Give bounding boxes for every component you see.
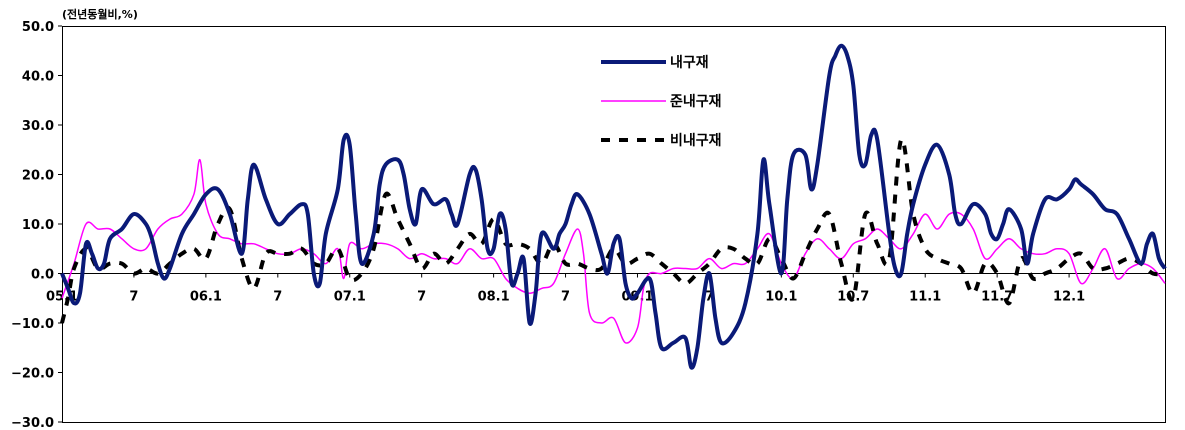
legend-label-3: 비내구재 [670, 133, 722, 149]
y-tick-label: 20.0 [22, 169, 54, 184]
y-axis-ticks: 50.0 40.0 30.0 20.0 10.0 0.0 −10.0 −20.0 −30.0 [11, 20, 62, 430]
x-tick-label: 10.7 [837, 290, 869, 305]
y-tick-label: −20.0 [11, 367, 54, 382]
series-line-3 [60, 137, 1166, 324]
legend-label-2: 준내구재 [670, 94, 722, 110]
x-tick-label: 7 [561, 290, 570, 305]
x-tick-label: 7 [705, 290, 714, 305]
legend-label-1: 내구재 [670, 55, 709, 71]
y-tick-label: 50.0 [22, 20, 54, 35]
y-tick-label: 30.0 [22, 119, 54, 134]
x-tick-label: 11.1 [909, 290, 941, 305]
x-tick-label: 08.1 [478, 290, 510, 305]
y-tick-label: 0.0 [31, 268, 54, 283]
y-tick-label: −30.0 [11, 416, 54, 430]
y-tick-label: 10.0 [22, 218, 54, 233]
x-tick-label: 7 [129, 290, 138, 305]
y-tick-label: −10.0 [11, 317, 54, 332]
series-line-2 [61, 158, 1166, 344]
x-axis-ticks: 05.1 7 06.1 7 07.1 7 08.1 7 09.1 7 10.1 10.7 11.1 11.… [46, 273, 1085, 305]
x-tick-label: 10.1 [765, 290, 797, 305]
x-tick-label: 7 [273, 290, 282, 305]
series-line-1 [60, 43, 1167, 370]
y-unit-label: (전년동월비,%) [62, 7, 138, 21]
x-tick-label: 7 [417, 290, 426, 305]
x-tick-label: 12.1 [1053, 290, 1085, 305]
series-layer [60, 43, 1167, 370]
y-tick-label: 40.0 [22, 70, 54, 85]
plot-area-frame [62, 26, 1166, 423]
x-tick-label: 07.1 [334, 290, 366, 305]
x-tick-label: 06.1 [190, 290, 222, 305]
